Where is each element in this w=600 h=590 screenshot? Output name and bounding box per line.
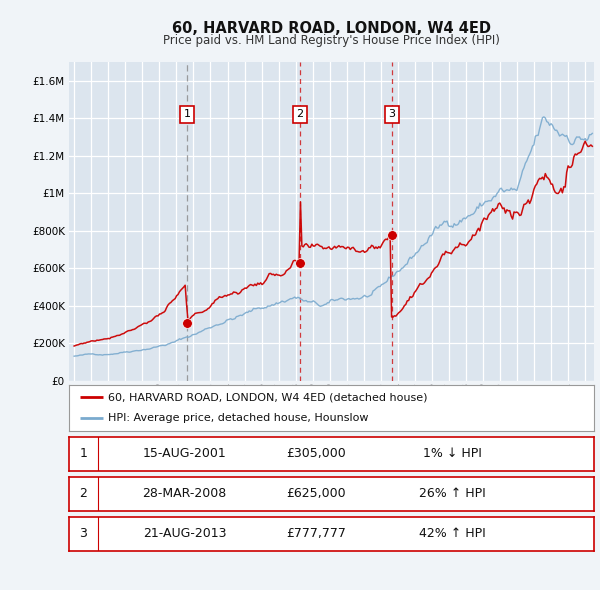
Bar: [69, 517, 98, 551]
Text: Price paid vs. HM Land Registry's House Price Index (HPI): Price paid vs. HM Land Registry's House …: [163, 34, 500, 47]
Text: HPI: Average price, detached house, Hounslow: HPI: Average price, detached house, Houn…: [109, 413, 369, 423]
Text: £625,000: £625,000: [286, 487, 346, 500]
Text: £777,777: £777,777: [286, 527, 346, 540]
Text: 1: 1: [184, 109, 191, 119]
Text: 28-MAR-2008: 28-MAR-2008: [142, 487, 227, 500]
Text: 1: 1: [79, 447, 88, 460]
Text: 2: 2: [296, 109, 304, 119]
Text: 15-AUG-2001: 15-AUG-2001: [143, 447, 226, 460]
Text: 2: 2: [79, 487, 88, 500]
Text: 21-AUG-2013: 21-AUG-2013: [143, 527, 226, 540]
Text: 60, HARVARD ROAD, LONDON, W4 4ED (detached house): 60, HARVARD ROAD, LONDON, W4 4ED (detach…: [109, 392, 428, 402]
Text: 3: 3: [79, 527, 88, 540]
Text: 1% ↓ HPI: 1% ↓ HPI: [423, 447, 482, 460]
Text: 42% ↑ HPI: 42% ↑ HPI: [419, 527, 485, 540]
Text: 3: 3: [388, 109, 395, 119]
Text: 60, HARVARD ROAD, LONDON, W4 4ED: 60, HARVARD ROAD, LONDON, W4 4ED: [172, 21, 491, 35]
Bar: [69, 477, 98, 511]
Text: 26% ↑ HPI: 26% ↑ HPI: [419, 487, 485, 500]
Bar: [69, 437, 98, 471]
Text: £305,000: £305,000: [286, 447, 346, 460]
